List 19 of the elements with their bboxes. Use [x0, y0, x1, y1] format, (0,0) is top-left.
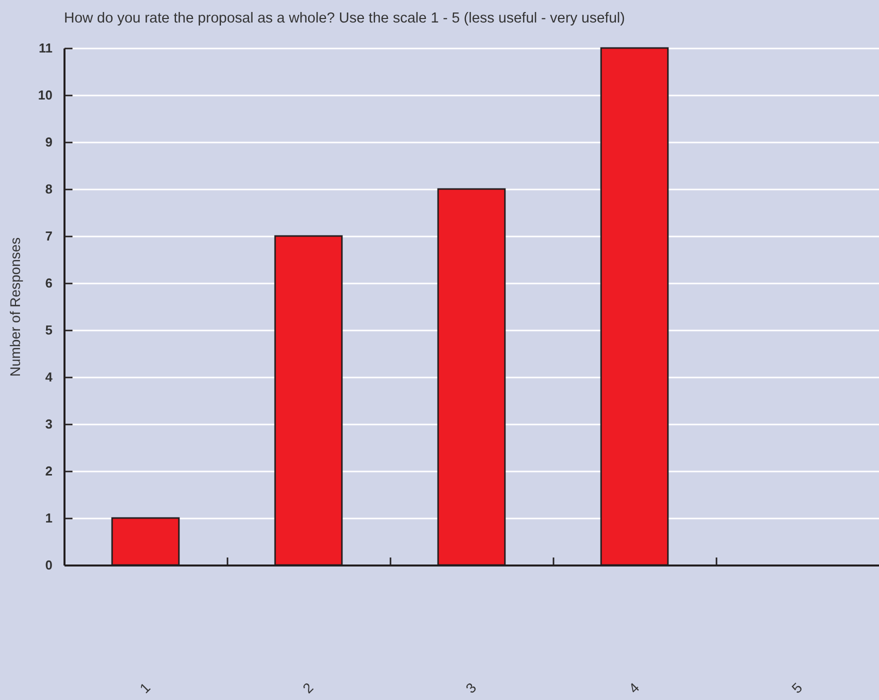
y-tick-label: 10	[38, 88, 52, 102]
y-tick-label: 11	[38, 40, 52, 56]
y-tick-label: 6	[45, 276, 52, 290]
y-tick-label: 8	[45, 182, 52, 196]
y-tick-label: 3	[45, 416, 52, 432]
y-tick-label: 4	[45, 370, 54, 384]
x-tick-label: 4	[625, 679, 642, 696]
y-tick-label: 1	[45, 510, 52, 526]
y-tick-label: 7	[45, 228, 52, 244]
y-axis-title: Number of Responses	[7, 237, 24, 377]
x-tick-label: 2	[299, 679, 316, 696]
x-tick-label: 3	[462, 679, 480, 696]
chart-title: How do you rate the proposal as a whole? Use the scale 1 - 5 (less useful - very useful)	[64, 10, 625, 26]
y-tick-label: 9	[45, 134, 52, 150]
y-tick-label: 2	[45, 464, 52, 478]
x-tick-label: 1	[136, 679, 154, 696]
y-tick-label: 0	[45, 558, 52, 572]
y-tick-label: 5	[45, 322, 52, 338]
x-tick-label: 5	[788, 679, 806, 696]
